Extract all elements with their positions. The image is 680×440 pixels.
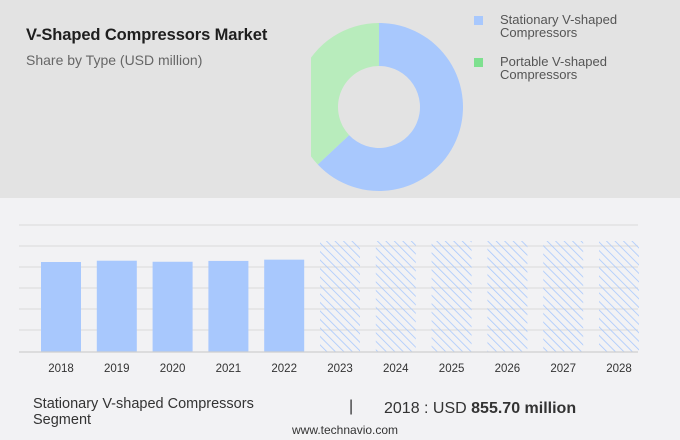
bar-2018[interactable] xyxy=(41,262,81,352)
donut-chart xyxy=(311,23,463,191)
legend-label: Stationary V-shaped xyxy=(500,12,618,27)
x-label-2021: 2021 xyxy=(216,363,242,375)
x-axis-labels: 2018 2019 2020 2021 2022 2023 2024 2025 2026 2027… xyxy=(48,363,632,375)
bar-chart: 2018 2019 2020 2021 2022 2023 2024 2025 2026 2027… xyxy=(19,224,639,375)
segment-label-line1: Stationary V-shaped Compressors xyxy=(33,396,254,412)
bar-forecast-2024[interactable] xyxy=(375,241,416,352)
donut-slice-portable[interactable] xyxy=(311,23,379,165)
x-label-2028: 2028 xyxy=(606,363,632,375)
x-label-2023: 2023 xyxy=(327,363,353,375)
x-label-2020: 2020 xyxy=(160,363,186,375)
x-label-2022: 2022 xyxy=(271,363,297,375)
legend: Stationary V-shaped Compressors Portable… xyxy=(474,13,617,97)
donut-slice-stationary[interactable] xyxy=(317,23,463,191)
bar-forecast-2025[interactable] xyxy=(431,241,472,352)
segment-label: Stationary V-shaped Compressors Segment xyxy=(33,396,254,428)
legend-swatch-portable xyxy=(474,58,483,67)
bar-2022[interactable] xyxy=(264,259,305,352)
x-label-2026: 2026 xyxy=(495,363,521,375)
bars xyxy=(41,241,639,352)
segment-value: 2018 : USD 855.70 million xyxy=(384,400,576,418)
bar-forecast-2028[interactable] xyxy=(599,241,639,352)
bar-2020[interactable] xyxy=(152,261,193,352)
bar-forecast-2023[interactable] xyxy=(320,241,360,352)
x-label-2024: 2024 xyxy=(383,363,409,375)
segment-label-line2: Segment xyxy=(33,412,92,428)
legend-item-stationary[interactable]: Stationary V-shaped Compressors xyxy=(474,13,617,39)
x-label-2027: 2027 xyxy=(550,363,576,375)
legend-label: Compressors xyxy=(500,67,578,82)
chart-title: V-Shaped Compressors Market xyxy=(26,26,268,44)
legend-label: Compressors xyxy=(500,25,578,40)
bar-2021[interactable] xyxy=(208,260,249,352)
bar-forecast-2027[interactable] xyxy=(543,241,584,352)
bar-forecast-2026[interactable] xyxy=(487,241,528,352)
chart-subtitle: Share by Type (USD million) xyxy=(26,52,203,68)
bar-2019[interactable] xyxy=(96,260,137,352)
source-link[interactable]: www.technavio.com xyxy=(292,423,399,437)
legend-swatch-stationary xyxy=(474,16,483,25)
x-label-2018: 2018 xyxy=(48,363,74,375)
footer-divider: | xyxy=(349,398,354,415)
legend-label: Portable V-shaped xyxy=(500,54,607,69)
segment-value-prefix: 2018 : USD xyxy=(384,400,472,417)
x-label-2025: 2025 xyxy=(439,363,465,375)
segment-value-amount: 855.70 million xyxy=(471,400,577,417)
x-label-2019: 2019 xyxy=(104,363,130,375)
legend-item-portable[interactable]: Portable V-shaped Compressors xyxy=(474,55,617,81)
